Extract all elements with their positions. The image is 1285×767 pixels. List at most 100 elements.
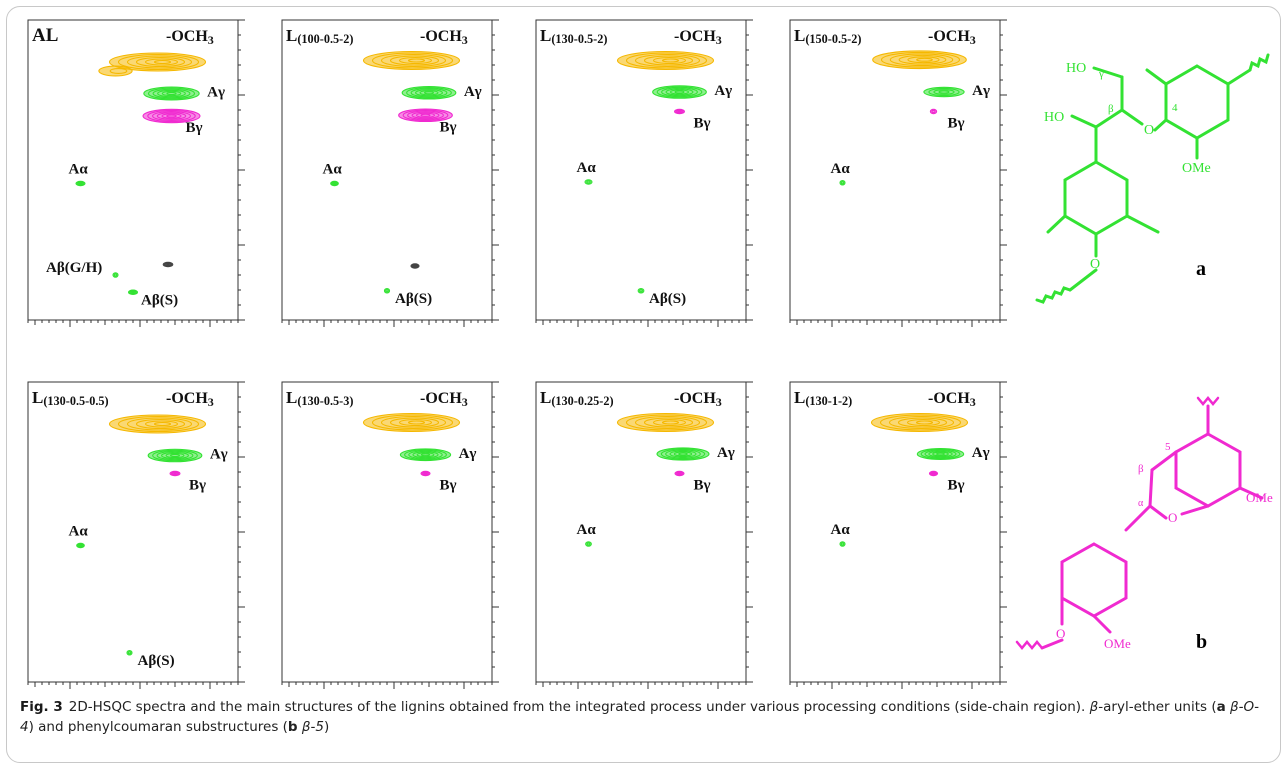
signal-label: -OCH3 (928, 28, 976, 47)
signal-label: -OCH3 (420, 390, 468, 409)
signal-contour (157, 89, 186, 98)
signal-label: Aα (831, 161, 851, 177)
signal-a: Aα (69, 524, 89, 549)
signal-contour (661, 58, 680, 63)
signal-contour (416, 112, 435, 118)
signal-contour (147, 109, 196, 123)
signal-contour (151, 111, 192, 121)
signal-b: Bγ (420, 470, 457, 494)
caption-mid-text: ) and phenylcoumaran substructures ( (28, 719, 288, 735)
signal-contour (410, 88, 448, 98)
signal-b: Bγ (674, 108, 711, 132)
signal-contour (389, 417, 440, 428)
signal-och3: -OCH3 (616, 390, 722, 433)
caption-link-a: β-O-4 (20, 699, 1260, 735)
signal-och3: -OCH3 (616, 28, 722, 71)
signal-contour (879, 414, 962, 431)
signal-label: -OCH3 (166, 390, 214, 409)
signal-contour (380, 415, 447, 430)
signal-contour (156, 112, 187, 120)
signal-contour (166, 91, 177, 96)
signal-label: Aγ (210, 447, 228, 463)
signal-contour (916, 57, 933, 62)
signal-contour (415, 89, 443, 97)
signal-contour (634, 53, 701, 68)
signal-contour (135, 418, 186, 430)
signal-contour (117, 53, 200, 71)
signal-label: Aγ (714, 83, 732, 99)
signal-a: Aγ (652, 83, 732, 99)
signal-contour (407, 58, 426, 63)
signal-contour (109, 67, 128, 75)
signal-contour (920, 448, 961, 460)
signal-contour (380, 53, 447, 68)
signal-label: Aα (69, 524, 89, 540)
struct-b-ring-1 (1174, 432, 1242, 508)
signal-contour (398, 418, 433, 427)
signal-contour (931, 109, 936, 114)
signal-as: Aβ(S) (126, 650, 175, 669)
signal-a: Aα (831, 522, 851, 547)
signal-contour (932, 451, 949, 457)
signal-contour (127, 651, 132, 655)
signal-contour (152, 88, 191, 99)
signal-label: Aα (577, 522, 597, 538)
signal-contour (411, 111, 440, 119)
signal-contour (888, 415, 955, 430)
signal-a: Aγ (401, 84, 482, 100)
signal-label: -OCH3 (674, 28, 722, 47)
signal-label: Bγ (694, 478, 711, 494)
signal-contour (407, 420, 426, 425)
signal-as: Aβ(S) (637, 288, 686, 307)
signal-label: Aβ(S) (649, 291, 686, 307)
figure-frame (6, 6, 1281, 763)
signal-b: Bγ (929, 108, 965, 132)
signal-label: Aα (831, 522, 851, 538)
signal-a: Aγ (147, 447, 228, 463)
signal-label: Bγ (948, 478, 965, 494)
struct-a-beta: β (1108, 103, 1114, 115)
struct-b-ome-bottom: OMe (1104, 636, 1131, 651)
signal-contour (670, 89, 689, 95)
signal-och3: -OCH3 (108, 390, 214, 434)
signal-contour (152, 449, 198, 462)
spectrum-panel-2: L(100-0.5-2) -OCH3 Aγ Bγ Aα Aβ(S) (281, 19, 499, 327)
signal-contour (131, 291, 135, 294)
struct-b-five: 5 (1165, 441, 1171, 453)
signal-contour (166, 114, 177, 118)
signal-contour (586, 180, 591, 184)
signal-contour (407, 110, 444, 120)
signal-contour (897, 417, 948, 428)
struct-b-beta: β (1138, 463, 1144, 475)
caption-bold-b: b (287, 719, 298, 735)
structure-a-label: a (1196, 258, 1206, 280)
spectrum-panel-6: L(130-0.5-3) -OCH3 Aγ Bγ (281, 381, 499, 689)
signal-label: Bγ (189, 478, 206, 494)
figure-caption: Fig. 3 2D-HSQC spectra and the main struc… (20, 697, 1260, 737)
signal-contour (677, 472, 682, 475)
signal-b: Bγ (674, 470, 711, 494)
signal-label: Aγ (972, 83, 990, 99)
signal-a: Aγ (399, 446, 476, 462)
spectrum-panel-3: L(130-0.5-2) -OCH3 Aγ Bγ Aα Aβ(S) (535, 19, 753, 327)
struct-b-oxygen-ring: O (1168, 510, 1177, 525)
panel-label: L(130-0.5-3) (286, 388, 353, 408)
signal-contour (398, 56, 433, 65)
signal-contour (135, 56, 186, 68)
struct-a-oxygen-bottom: O (1090, 257, 1100, 272)
signal-contour (371, 52, 454, 69)
signal-label: -OCH3 (420, 28, 468, 47)
signal-contour (144, 58, 179, 66)
struct-b-ome-top: OMe (1246, 490, 1273, 505)
signal-contour (928, 450, 953, 458)
signal-contour (625, 52, 708, 69)
signal-label: Aγ (717, 445, 735, 461)
caption-end-text: ) (323, 719, 330, 735)
signal-contour (906, 418, 941, 427)
signal-contour (126, 417, 193, 431)
signal-peak (98, 65, 133, 77)
signal-b: Bγ (169, 470, 206, 494)
signal-label: -OCH3 (928, 390, 976, 409)
signal-label: -OCH3 (674, 390, 722, 409)
